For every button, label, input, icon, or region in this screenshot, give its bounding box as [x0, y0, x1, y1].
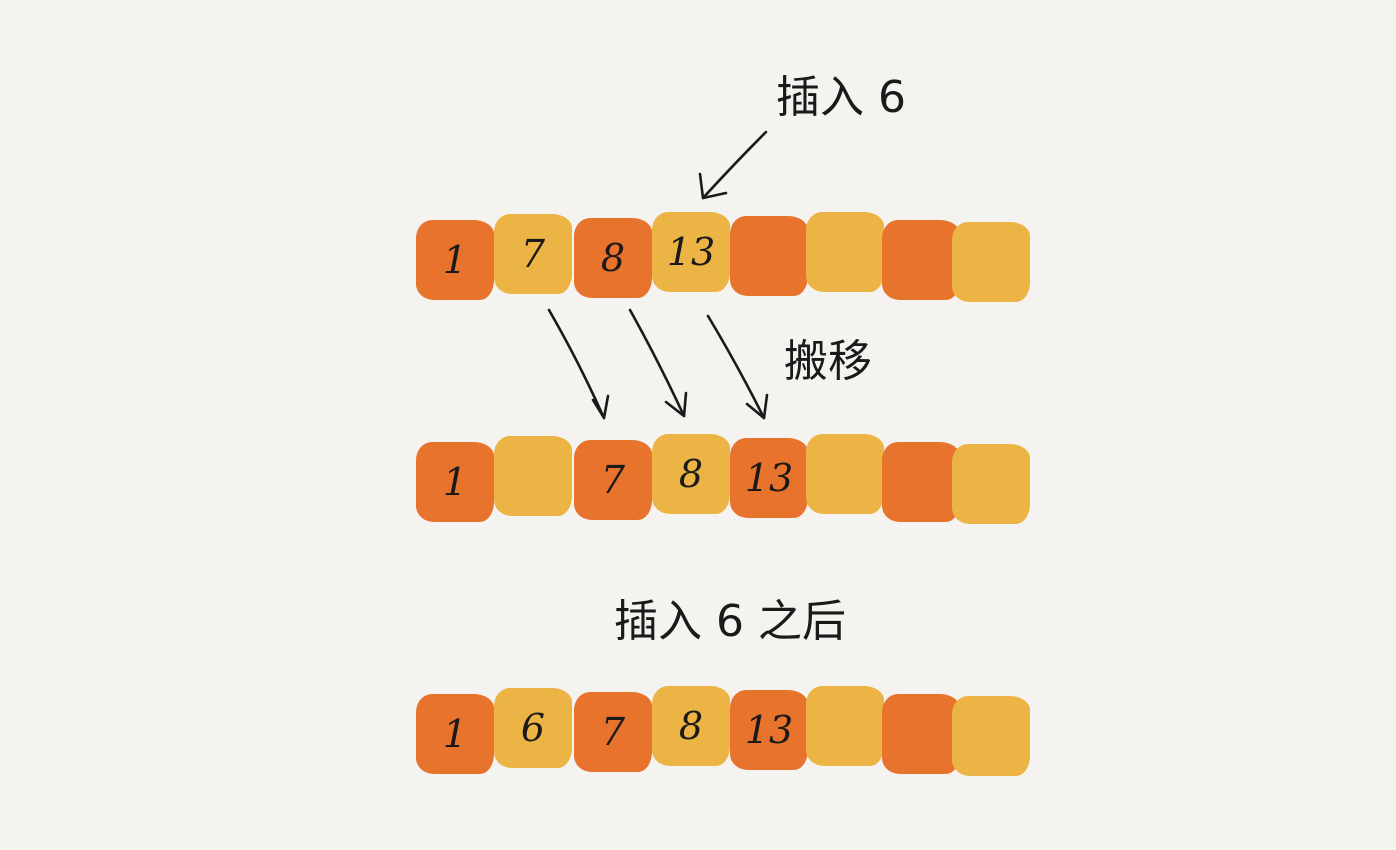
move-arrow-8-head: [664, 391, 688, 418]
array-cell: [806, 686, 884, 766]
move-arrow-7-head: [591, 394, 610, 420]
array-cell: [952, 696, 1030, 776]
array-cell: 13: [730, 690, 808, 770]
array-cell: [952, 444, 1030, 524]
move-arrow-8: [628, 308, 688, 418]
array-cell: 7: [494, 214, 572, 294]
array-moved: 1 7 8 13: [416, 434, 1030, 524]
array-after: 1 6 7 8 13: [416, 686, 1030, 776]
array-cell: [952, 222, 1030, 302]
array-before: 1 7 8 13: [416, 212, 1030, 302]
array-cell: 1: [416, 220, 494, 300]
array-cell: [882, 220, 960, 300]
insert-arrow-shaft: [701, 130, 768, 200]
array-cell: 8: [652, 686, 730, 766]
array-cell: [730, 216, 808, 296]
array-cell: 1: [416, 442, 494, 522]
array-cell: 7: [574, 440, 652, 520]
move-arrow-8-shaft: [628, 308, 686, 418]
array-cell: [806, 434, 884, 514]
array-cell: 13: [652, 212, 730, 292]
array-cell: 7: [574, 692, 652, 772]
insert-arrow-head: [698, 172, 728, 200]
move-arrow-7: [547, 308, 610, 420]
move-arrow-7-shaft: [547, 308, 606, 420]
array-cell: [806, 212, 884, 292]
array-cell: [882, 442, 960, 522]
move-arrow-13-shaft: [706, 314, 766, 420]
insert-arrow: [698, 130, 768, 200]
move-arrow-13: [706, 314, 769, 420]
insert-label: 插入 6: [776, 72, 906, 123]
array-cell: 6: [494, 688, 572, 768]
array-cell: 1: [416, 694, 494, 774]
move-label: 搬移: [784, 336, 872, 387]
after-insert-label: 插入 6 之后: [614, 596, 846, 647]
array-cell: [882, 694, 960, 774]
array-cell: 13: [730, 438, 808, 518]
array-cell: 8: [574, 218, 652, 298]
array-cell: [494, 436, 572, 516]
array-cell: 8: [652, 434, 730, 514]
move-arrow-13-head: [745, 393, 769, 420]
